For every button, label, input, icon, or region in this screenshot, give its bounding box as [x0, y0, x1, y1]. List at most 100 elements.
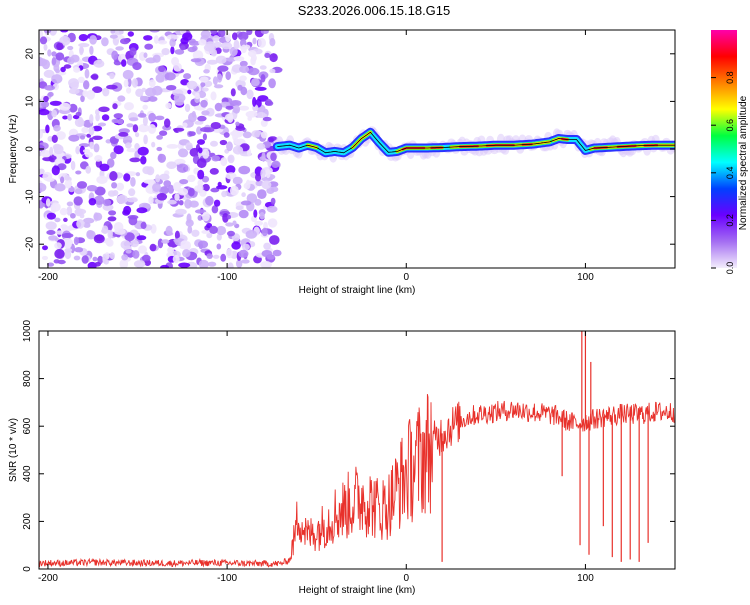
noise-blob — [271, 187, 278, 192]
noise-blob — [138, 113, 147, 118]
noise-blob — [231, 242, 241, 250]
colorbar-tick-label: 0.6 — [725, 119, 735, 132]
noise-blob — [198, 39, 206, 45]
noise-blob — [220, 140, 227, 145]
noise-blob — [121, 240, 131, 249]
noise-blob — [98, 107, 109, 113]
noise-blob — [187, 213, 192, 223]
y-tick-label: 20 — [25, 48, 36, 60]
noise-blob — [185, 142, 192, 150]
noise-blob — [129, 158, 140, 163]
noise-blob — [260, 65, 267, 70]
noise-blob — [54, 259, 60, 263]
noise-blob — [260, 169, 265, 178]
noise-blob — [255, 173, 261, 181]
noise-blob — [273, 250, 282, 257]
noise-blob — [228, 155, 235, 164]
noise-blob — [153, 55, 161, 63]
noise-blob — [111, 51, 118, 60]
noise-blob — [250, 57, 256, 66]
noise-blob — [173, 128, 184, 132]
noise-blob — [106, 85, 118, 90]
noise-blob — [75, 188, 83, 194]
noise-blob — [200, 82, 205, 87]
noise-blob — [132, 78, 138, 88]
noise-blob — [156, 135, 163, 140]
noise-blob — [209, 226, 218, 234]
noise-blob — [210, 141, 218, 147]
noise-blob — [108, 229, 113, 239]
noise-blob — [134, 260, 145, 268]
noise-blob — [267, 160, 271, 168]
noise-blob — [191, 58, 202, 62]
noise-blob — [246, 180, 251, 190]
noise-blob — [227, 215, 231, 220]
noise-blob — [117, 195, 128, 204]
noise-blob — [188, 47, 197, 52]
noise-blob — [235, 122, 239, 126]
noise-blob — [225, 114, 233, 121]
x-tick-label: 100 — [577, 573, 594, 584]
noise-blob — [60, 176, 64, 183]
spectrogram-x-label: Height of straight line (km) — [299, 285, 416, 296]
noise-blob — [42, 60, 50, 70]
noise-blob — [80, 135, 85, 139]
noise-blob — [197, 139, 205, 145]
noise-blob — [44, 85, 55, 91]
noise-blob — [180, 45, 186, 50]
noise-blob — [60, 67, 66, 72]
noise-blob — [130, 177, 136, 187]
noise-blob — [138, 124, 149, 132]
noise-blob — [52, 165, 60, 175]
noise-blob — [148, 124, 156, 134]
noise-blob — [152, 86, 163, 96]
noise-blob — [67, 202, 74, 207]
noise-blob — [114, 113, 123, 118]
noise-blob — [236, 206, 244, 211]
noise-blob — [248, 50, 257, 57]
spectrogram-y-label: Frequency (Hz) — [8, 115, 19, 184]
noise-blob — [217, 244, 222, 250]
noise-blob — [143, 35, 152, 41]
noise-blob — [202, 87, 209, 91]
noise-blob — [89, 35, 97, 45]
noise-blob — [74, 256, 81, 261]
colorbar-label: Normalized spectral amplitude — [738, 95, 749, 230]
noise-blob — [136, 172, 140, 176]
noise-blob — [217, 65, 228, 71]
noise-blob — [76, 112, 82, 116]
noise-blob — [263, 243, 271, 250]
noise-blob — [239, 66, 249, 73]
noise-blob — [269, 53, 277, 62]
noise-blob — [261, 152, 265, 162]
noise-blob — [117, 95, 125, 101]
noise-blob — [239, 210, 249, 219]
noise-blob — [94, 143, 100, 152]
colorbar: 0.00.20.40.60.8 Normalized spectral ampl… — [711, 30, 749, 274]
noise-blob — [42, 256, 48, 260]
noise-blob — [115, 46, 124, 50]
noise-blob — [93, 257, 98, 262]
noise-blob — [240, 87, 247, 95]
noise-blob — [82, 90, 88, 97]
noise-blob — [48, 235, 58, 240]
noise-blob — [112, 103, 117, 109]
noise-blob — [87, 185, 98, 191]
noise-blob — [233, 105, 240, 113]
x-tick-label: 0 — [403, 573, 409, 584]
noise-blob — [234, 56, 245, 61]
noise-blob — [79, 46, 83, 55]
noise-blob — [64, 248, 72, 253]
noise-blob — [54, 145, 64, 155]
noise-blob — [259, 212, 264, 220]
noise-blob — [264, 53, 270, 58]
noise-blob — [40, 36, 47, 44]
noise-blob — [108, 216, 117, 221]
noise-blob — [89, 114, 93, 124]
noise-blob — [271, 198, 276, 205]
noise-blob — [47, 49, 51, 56]
noise-blob — [183, 73, 191, 79]
noise-blob — [226, 249, 233, 259]
noise-blob — [164, 118, 170, 127]
noise-blob — [234, 40, 240, 50]
